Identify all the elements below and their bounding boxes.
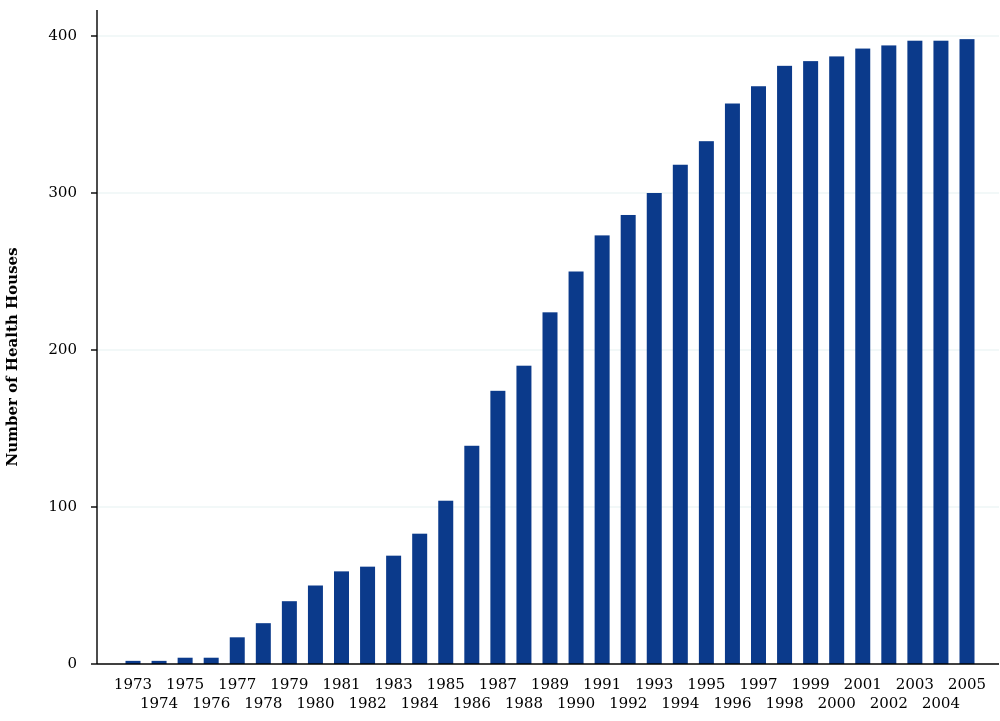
bar-1980 xyxy=(307,585,323,664)
x-tick-label: 1987 xyxy=(479,675,517,693)
bar-1995 xyxy=(698,141,714,664)
bar-1987 xyxy=(490,390,506,664)
x-tick-label: 1974 xyxy=(140,694,178,712)
x-tick-label: 2003 xyxy=(896,675,934,693)
bar-1976 xyxy=(203,657,219,664)
x-tick-label: 1995 xyxy=(687,675,725,693)
y-tick-label: 100 xyxy=(48,497,77,515)
bar-2004 xyxy=(933,40,949,664)
y-tick-labels: 0 100 200 300 400 xyxy=(48,26,97,672)
bar-1984 xyxy=(412,533,428,664)
bar-2002 xyxy=(881,45,897,665)
bar-1990 xyxy=(568,271,584,664)
bar-1979 xyxy=(281,601,297,664)
bar-1986 xyxy=(464,445,480,664)
bar-1996 xyxy=(724,103,740,664)
x-tick-label: 1996 xyxy=(713,694,751,712)
x-tick-label: 1985 xyxy=(427,675,465,693)
x-tick-label: 1988 xyxy=(505,694,543,712)
bar-1999 xyxy=(803,61,819,665)
bar-1985 xyxy=(438,500,454,664)
bar-1983 xyxy=(386,555,402,664)
x-tick-label: 2002 xyxy=(870,694,908,712)
bar-1993 xyxy=(646,193,662,664)
bar-1982 xyxy=(360,566,376,664)
bar-1994 xyxy=(672,164,688,665)
x-tick-label: 1997 xyxy=(739,675,777,693)
bar-1973 xyxy=(125,660,141,664)
bar-1988 xyxy=(516,365,532,664)
bar-1998 xyxy=(777,65,793,664)
x-tick-label: 1980 xyxy=(296,694,334,712)
bar-1992 xyxy=(620,214,636,665)
x-tick-label: 1973 xyxy=(114,675,152,693)
x-tick-label: 1978 xyxy=(244,694,282,712)
x-tick-label: 1984 xyxy=(401,694,439,712)
bars xyxy=(125,39,975,665)
y-tick-label: 300 xyxy=(48,183,77,201)
x-tick-labels: 1973197419751976197719781979198019811982… xyxy=(114,675,986,712)
y-tick-label: 200 xyxy=(48,340,77,358)
x-tick-label: 1990 xyxy=(557,694,595,712)
x-tick-label: 1999 xyxy=(792,675,830,693)
bar-1975 xyxy=(177,657,193,664)
x-tick-label: 2005 xyxy=(948,675,986,693)
x-tick-label: 2004 xyxy=(922,694,960,712)
bar-2005 xyxy=(959,39,975,664)
x-tick-label: 1994 xyxy=(661,694,699,712)
x-tick-label: 1991 xyxy=(583,675,621,693)
x-tick-label: 2001 xyxy=(844,675,882,693)
bar-1997 xyxy=(751,86,766,665)
bar-1974 xyxy=(151,660,167,664)
x-tick-label: 1998 xyxy=(765,694,803,712)
bar-2000 xyxy=(829,56,845,665)
y-tick-label: 400 xyxy=(48,26,77,44)
x-tick-label: 1982 xyxy=(348,694,386,712)
bar-2003 xyxy=(907,40,923,664)
bar-1977 xyxy=(229,637,245,664)
bar-1991 xyxy=(594,235,610,664)
x-tick-label: 1983 xyxy=(375,675,413,693)
x-tick-label: 1989 xyxy=(531,675,569,693)
x-tick-label: 1992 xyxy=(609,694,647,712)
x-tick-label: 1977 xyxy=(218,675,256,693)
x-tick-label: 1986 xyxy=(453,694,491,712)
x-tick-label: 1979 xyxy=(270,675,308,693)
x-tick-label: 1975 xyxy=(166,675,204,693)
y-axis-title: Number of Health Houses xyxy=(3,247,21,466)
bar-1981 xyxy=(334,571,349,664)
x-tick-label: 1993 xyxy=(635,675,673,693)
x-tick-label: 2000 xyxy=(818,694,856,712)
x-tick-label: 1981 xyxy=(322,675,360,693)
bar-1978 xyxy=(255,623,271,664)
y-tick-label: 0 xyxy=(67,654,77,672)
bar-1989 xyxy=(542,312,558,664)
x-tick-label: 1976 xyxy=(192,694,230,712)
bar-2001 xyxy=(855,48,871,665)
